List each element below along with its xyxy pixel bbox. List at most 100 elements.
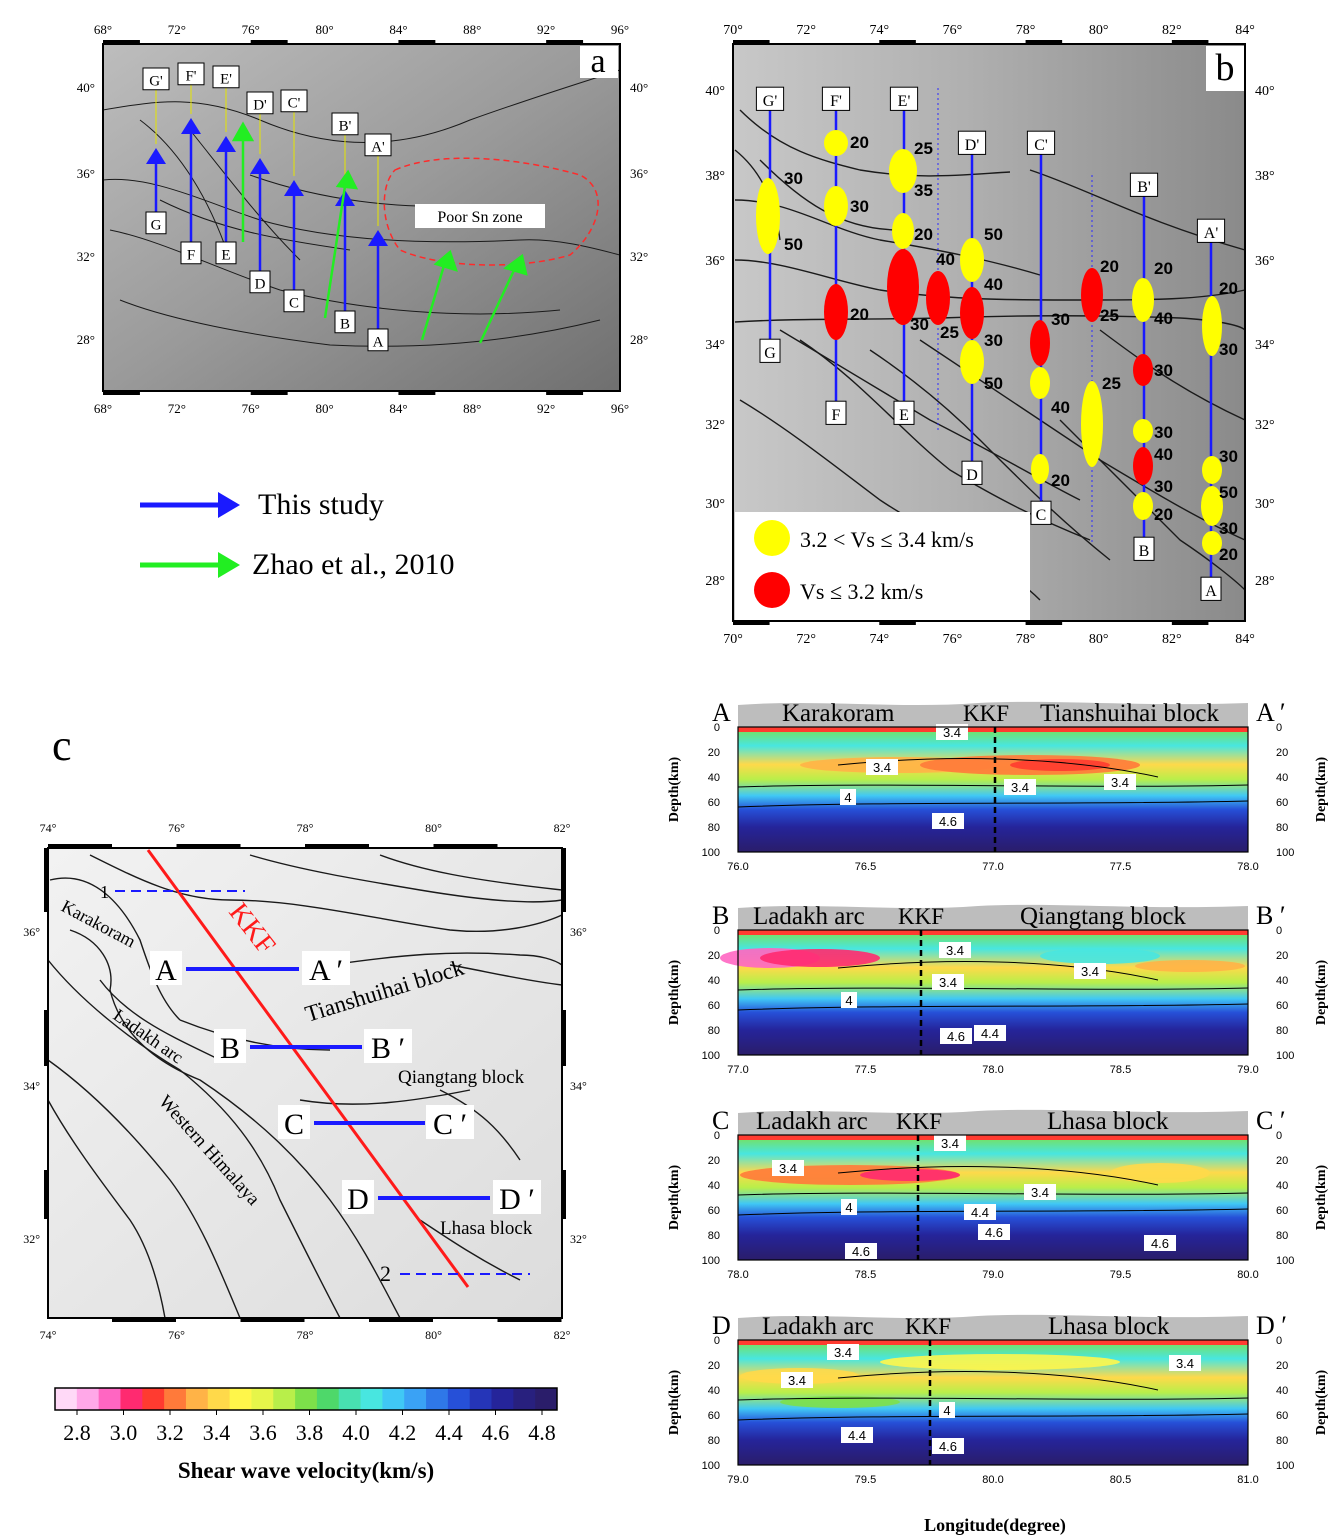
profile-a-end-label-box <box>177 62 205 86</box>
contour-label: 3.4 <box>873 760 891 775</box>
colorbar-tick-label: 4.6 <box>482 1420 510 1445</box>
lon-tick-label: 74° <box>869 23 889 38</box>
profile-b-end-label: A' <box>1204 225 1219 242</box>
lon-tick-label: 79.5 <box>1110 1269 1131 1281</box>
lon-tick-label: 76° <box>168 1328 185 1342</box>
panel-c-sections: A A ′ B B ′ C C ′ D D ′ <box>150 951 541 1216</box>
profile-a-arrowhead <box>181 118 201 134</box>
moderate-velocity-anomaly <box>1031 454 1049 484</box>
contour-label: 3.4 <box>779 1161 797 1176</box>
low-velocity-anomaly <box>1133 354 1153 386</box>
depth-tick-label: 100 <box>702 1460 720 1472</box>
frame-checker <box>1025 40 1063 45</box>
moderate-velocity-anomaly <box>1202 296 1222 356</box>
depth-label: 40 <box>1154 309 1173 328</box>
profile-a-start-label: A <box>373 335 384 351</box>
depth-axis-label: Depth(km) <box>667 1165 682 1231</box>
colorbar-swatch <box>142 1388 165 1410</box>
profile-b-end-label-box <box>957 130 987 155</box>
section-frame <box>737 726 1249 853</box>
contour-label: 4.6 <box>939 814 957 829</box>
depth-label: 40 <box>1154 445 1173 464</box>
contour-label-box <box>939 942 971 958</box>
lon-tick-label: 79.0 <box>982 1269 1003 1281</box>
frame-checker <box>1171 40 1209 45</box>
depth-tick-label: 60 <box>708 1205 720 1217</box>
contour-line <box>737 1003 1249 1011</box>
depth-tick-label: 0 <box>1276 925 1282 937</box>
lon-tick-label: 72° <box>168 22 186 37</box>
lon-tick-label: 78° <box>1016 632 1036 647</box>
depth-tick-label: 20 <box>708 1155 720 1167</box>
lon-tick-label: 82° <box>1162 23 1182 38</box>
profile-a-start-label: B <box>340 317 350 333</box>
right-block-label: Qiangtang block <box>1020 903 1186 930</box>
contour-label: 3.4 <box>1031 1185 1049 1200</box>
depth-label: 40 <box>1051 398 1070 417</box>
depth-tick-label: 80 <box>708 1025 720 1037</box>
section-end-box <box>364 1029 412 1063</box>
colorbar-swatch <box>164 1388 187 1410</box>
colorbar-swatch <box>251 1388 274 1410</box>
frame-checker <box>433 844 498 849</box>
lon-tick-label: 96° <box>611 401 629 416</box>
lon-tick-label: 80° <box>425 821 442 835</box>
depth-tick-label: 20 <box>1276 1360 1288 1372</box>
lat-tick-label: 40° <box>1255 84 1275 99</box>
contour-label-box <box>840 789 856 805</box>
colorbar-tick-label: 2.8 <box>63 1420 91 1445</box>
lat-tick-label: 36° <box>1255 254 1275 269</box>
section-start-label: A <box>155 954 177 987</box>
frame-checker <box>398 390 436 395</box>
poor-sn-zone-box <box>415 204 545 228</box>
colorbar-swatch <box>295 1388 318 1410</box>
surface-layer <box>738 930 1248 935</box>
profile-b-end-label-box <box>889 86 919 111</box>
depth-label: 20 <box>1051 471 1070 490</box>
depth-tick-label: 40 <box>1276 1180 1288 1192</box>
colorbar-tick-label: 3.4 <box>203 1420 231 1445</box>
this-study-arrowhead <box>218 492 240 518</box>
moderate-velocity-anomaly <box>1081 381 1103 467</box>
depth-label: 30 <box>1154 477 1173 496</box>
low-velocity-anomaly <box>926 271 950 325</box>
low-velocity-anomaly <box>960 287 984 339</box>
panel-b-map: G' G F' F E' E D' D C' C B' B A' A 30 50 20 30 20 25 35 20 30 4… <box>705 23 1274 647</box>
colorbar-swatch <box>426 1388 449 1410</box>
depth-tick-label: 0 <box>714 722 720 734</box>
lon-tick-label: 78° <box>297 1328 314 1342</box>
frame-checker <box>250 390 288 395</box>
lon-tick-label: 78° <box>1016 23 1036 38</box>
depth-tick-label: 40 <box>1276 1385 1288 1397</box>
topography-band <box>738 701 1248 727</box>
lat-tick-label: 36° <box>705 254 725 269</box>
depth-tick-label: 0 <box>1276 1335 1282 1347</box>
contour-label-box <box>827 1344 859 1360</box>
poor-sn-zone-label: Poor Sn zone <box>437 209 522 226</box>
lat-tick-label: 36° <box>630 166 648 181</box>
depth-tick-label: 40 <box>1276 772 1288 784</box>
topography-band <box>738 1109 1248 1135</box>
profile-a-end-label: F' <box>185 69 196 85</box>
section-dd: 3.4 3.4 3.4 4 4.4 4.6 D D ′ Ladakh arc KKF Lhasa b… <box>667 1311 1329 1486</box>
frame-checker <box>879 40 916 45</box>
depth-tick-label: 60 <box>1276 797 1288 809</box>
frame-checker <box>48 844 112 849</box>
lat-tick-label: 40° <box>705 84 725 99</box>
colorbar-swatch <box>535 1388 558 1410</box>
section-start-label: B <box>220 1032 240 1065</box>
contour-line <box>737 1192 1249 1196</box>
zhao-arrowhead <box>503 253 528 276</box>
depth-tick-label: 40 <box>708 772 720 784</box>
contour-label-box <box>772 1160 804 1176</box>
lon-tick-label: 78.0 <box>727 1269 748 1281</box>
colorbar-swatch <box>338 1388 362 1410</box>
right-block-label: Lhasa block <box>1048 1313 1170 1340</box>
profile-a-start-label: C <box>289 296 299 312</box>
profile-a-start-label-box <box>215 241 237 265</box>
section-end-label: A ′ <box>1256 698 1286 727</box>
panel-b-frame <box>732 43 1246 622</box>
frame-checker <box>44 1010 49 1066</box>
depth-tick-label: 60 <box>1276 1410 1288 1422</box>
